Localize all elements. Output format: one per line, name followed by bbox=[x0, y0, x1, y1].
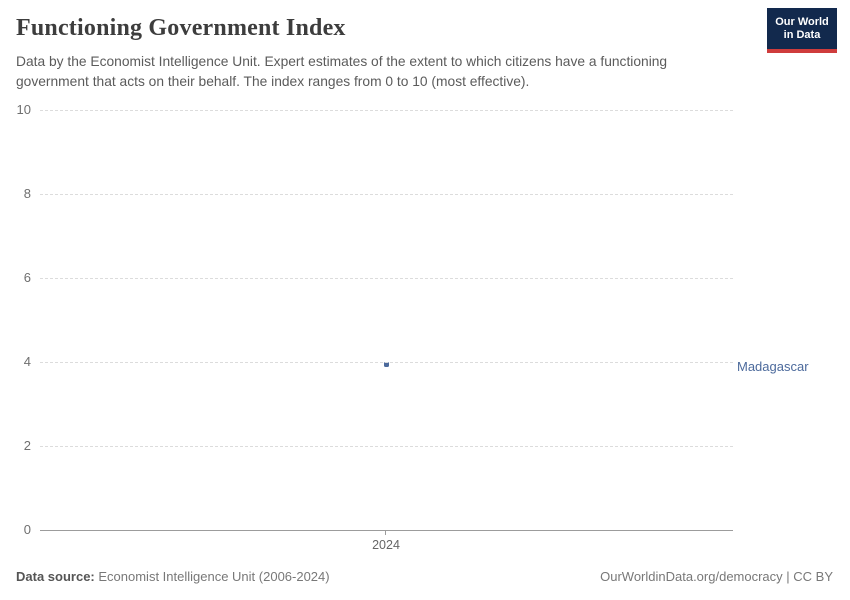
y-axis-tick-label: 0 bbox=[23, 522, 31, 537]
data-point-madagascar[interactable] bbox=[384, 362, 389, 368]
page-title: Functioning Government Index bbox=[16, 15, 346, 41]
y-gridline bbox=[40, 278, 733, 279]
footer-link[interactable]: OurWorldinData.org/democracy | CC BY bbox=[600, 569, 833, 584]
y-gridline bbox=[40, 110, 733, 111]
chart-subtitle: Data by the Economist Intelligence Unit.… bbox=[16, 54, 668, 89]
data-source-label: Data source: bbox=[16, 569, 95, 584]
owid-logo-line1: Our World bbox=[775, 15, 829, 28]
data-source-value: Economist Intelligence Unit (2006-2024) bbox=[94, 569, 330, 584]
y-gridline bbox=[40, 362, 733, 363]
x-axis-line bbox=[40, 530, 733, 531]
data-source-note: Data source: Economist Intelligence Unit… bbox=[16, 569, 330, 584]
owid-logo: Our World in Data bbox=[767, 8, 837, 53]
x-axis-tickmark bbox=[385, 530, 386, 535]
y-gridline bbox=[40, 194, 733, 195]
entity-label-madagascar[interactable]: Madagascar bbox=[737, 359, 809, 374]
y-axis-tick-label: 2 bbox=[23, 438, 31, 453]
y-axis-tick-label: 4 bbox=[23, 354, 31, 369]
owid-logo-line2: in Data bbox=[783, 28, 821, 41]
y-axis-tick-label: 8 bbox=[23, 186, 31, 201]
x-axis-tick-label: 2024 bbox=[372, 538, 400, 552]
y-axis-tick-label: 6 bbox=[23, 270, 31, 285]
y-gridline bbox=[40, 446, 733, 447]
y-axis-tick-label: 10 bbox=[16, 102, 31, 117]
